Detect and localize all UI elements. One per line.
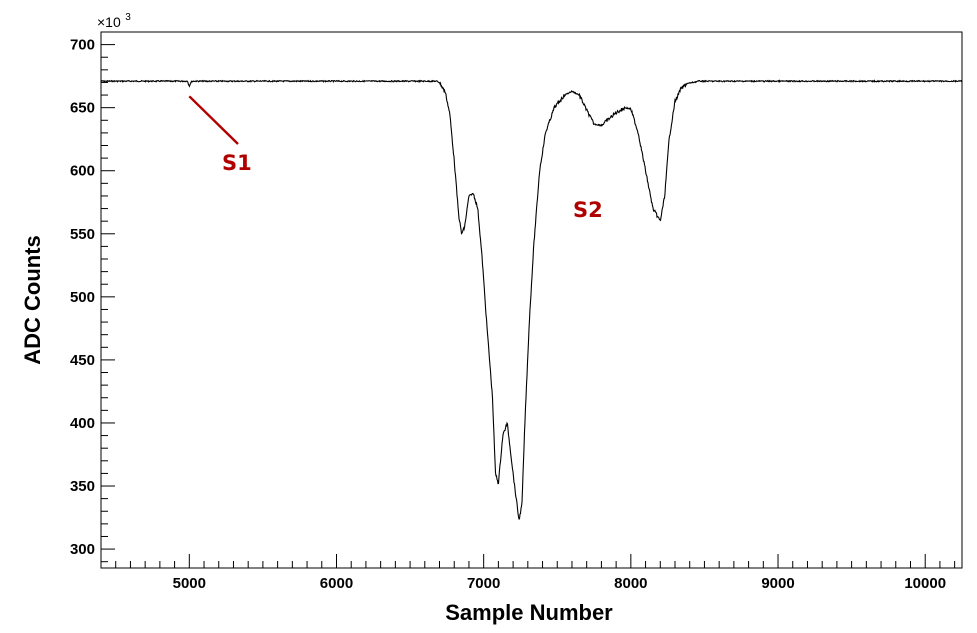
y-tick-label: 650 bbox=[70, 100, 95, 117]
x-tick-label: 8000 bbox=[614, 575, 647, 592]
y-tick-label: 350 bbox=[70, 478, 95, 495]
s1-pointer-line bbox=[188, 95, 239, 145]
s2-label: S2 bbox=[573, 198, 603, 222]
s1-label: S1 bbox=[222, 151, 252, 175]
y-multiplier-base: ×10 bbox=[97, 14, 121, 30]
x-tick-label: 10000 bbox=[904, 575, 946, 592]
x-tick-label: 5000 bbox=[173, 575, 206, 592]
plot-frame bbox=[100, 31, 963, 569]
y-axis-multiplier: ×10 3 bbox=[97, 12, 131, 31]
y-tick-label: 500 bbox=[70, 289, 95, 306]
y-tick-label: 450 bbox=[70, 352, 95, 369]
y-tick-label: 400 bbox=[70, 415, 95, 432]
y-tick-label: 300 bbox=[70, 541, 95, 558]
x-tick-label: 9000 bbox=[761, 575, 794, 592]
y-axis-title: ADC Counts bbox=[20, 235, 45, 365]
y-tick-label: 550 bbox=[70, 226, 95, 243]
x-axis-title: Sample Number bbox=[445, 600, 613, 625]
y-multiplier-exponent: 3 bbox=[125, 12, 131, 23]
waveform-line bbox=[100, 79, 963, 520]
x-tick-label: 6000 bbox=[320, 575, 353, 592]
y-tick-label: 600 bbox=[70, 163, 95, 180]
x-tick-label: 7000 bbox=[467, 575, 500, 592]
y-tick-label: 700 bbox=[70, 37, 95, 54]
